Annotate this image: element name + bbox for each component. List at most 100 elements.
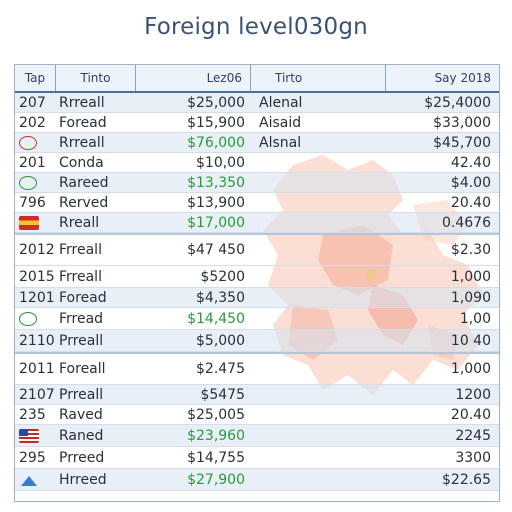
row-amount: $25,005 [187, 406, 245, 423]
row-year: 1201 [19, 289, 55, 306]
row-year: 2015 [19, 268, 55, 285]
row-amount: $13,900 [187, 194, 245, 211]
row-value: $45,700 [433, 134, 491, 151]
table-row[interactable]: 2012 Frreall $47 450 $2.30 [15, 233, 499, 266]
row-name: Prreed [59, 449, 105, 466]
row-name: Raved [59, 406, 103, 423]
row-value: 1200 [455, 386, 491, 403]
column-header-value[interactable]: Say 2018 [385, 65, 499, 91]
row-year: 2012 [19, 242, 55, 258]
column-header-region[interactable]: Tirto [250, 65, 385, 91]
row-name: Foread [59, 114, 107, 131]
row-amount: $17,000 [187, 214, 245, 231]
row-value: 1,000 [450, 361, 491, 377]
table-row[interactable]: Rrreall $76,000 Alsnal $45,700 [15, 133, 499, 153]
row-amount: $2.475 [196, 361, 245, 377]
column-header-amount[interactable]: Lez06 [135, 65, 250, 91]
column-header-name[interactable]: Tinto [55, 65, 135, 91]
row-flag [19, 308, 57, 329]
circle-green-icon [19, 311, 37, 326]
table-row[interactable]: Frread $14,450 1,00 [15, 308, 499, 330]
row-flag [19, 425, 57, 446]
row-value: 10 40 [450, 332, 491, 349]
row-flag [19, 469, 57, 490]
table-row[interactable]: Raned $23,960 2245 [15, 425, 499, 447]
table-row[interactable]: 2110 Prreall $5,000 10 40 [15, 330, 499, 352]
row-name: Rreall [59, 214, 100, 231]
table-row[interactable]: 201 Conda $10,00 42.40 [15, 153, 499, 173]
table-row[interactable]: Rareed $13,350 $4.00 [15, 173, 499, 193]
row-value: $4.00 [450, 174, 491, 191]
table-row[interactable]: 235 Raved $25,005 20.40 [15, 405, 499, 425]
flag-red-yellow-icon [19, 215, 39, 230]
data-table: Tap Tinto Lez06 Tirto Say 2018 207 Rrreal… [14, 64, 500, 502]
row-flag [19, 173, 57, 192]
page-title: Foreign level030gn [144, 14, 368, 40]
row-value: $2.30 [450, 242, 491, 258]
table-row[interactable]: 207 Rrreall $25,000 Alenal $25,4000 [15, 93, 499, 113]
row-name: Rrreall [59, 94, 105, 111]
row-amount: $27,900 [187, 471, 245, 488]
table-row[interactable]: Hrreed $27,900 $22.65 [15, 469, 499, 491]
row-year: 201 [19, 154, 46, 171]
row-amount: $13,350 [187, 174, 245, 191]
column-header-year[interactable]: Tap [24, 71, 46, 85]
row-amount: $25,000 [187, 94, 245, 111]
row-value: 1,090 [450, 289, 491, 306]
row-region: Alsnal [259, 134, 302, 151]
circle-red-icon [19, 135, 37, 150]
row-year: 2107 [19, 386, 55, 403]
row-year: 2011 [19, 361, 55, 377]
table-row[interactable]: 2015 Frreall $5200 1,000 [15, 266, 499, 288]
row-value: 2245 [455, 427, 491, 444]
row-amount: $5,000 [196, 332, 245, 349]
table-row[interactable]: 295 Prreed $14,755 3300 [15, 447, 499, 469]
table-row[interactable]: Rreall $17,000 0.4676 [15, 213, 499, 233]
row-name: Rrreall [59, 134, 105, 151]
row-name: Frreall [59, 242, 102, 258]
flag-us-icon [19, 428, 39, 443]
row-amount: $14,450 [187, 310, 245, 327]
row-name: Foread [59, 289, 107, 306]
row-year: 235 [19, 406, 46, 423]
row-value: 0.4676 [442, 214, 491, 231]
row-name: Prreall [59, 386, 104, 403]
row-amount: $15,900 [187, 114, 245, 131]
row-value: $25,4000 [424, 94, 491, 111]
row-year: 202 [19, 114, 46, 131]
circle-green-icon [19, 175, 37, 190]
row-amount: $5475 [200, 386, 245, 403]
row-value: 42.40 [450, 154, 491, 171]
row-name: Raned [59, 427, 104, 444]
row-year: 295 [19, 449, 46, 466]
table-row[interactable]: 2107 Prreall $5475 1200 [15, 385, 499, 405]
row-amount: $76,000 [187, 134, 245, 151]
row-value: 1,000 [450, 268, 491, 285]
row-name: Frreall [59, 268, 102, 285]
row-value: 1,00 [459, 310, 491, 327]
table-row[interactable]: 1201 Foread $4,350 1,090 [15, 288, 499, 308]
row-amount: $23,960 [187, 427, 245, 444]
row-flag [19, 213, 57, 232]
row-value: 3300 [455, 449, 491, 466]
row-value: $22.65 [442, 471, 491, 488]
row-region: Aisaid [259, 114, 302, 131]
table-row[interactable]: 796 Rerved $13,900 20.40 [15, 193, 499, 213]
row-year: 796 [19, 194, 46, 211]
row-year: 2110 [19, 332, 55, 349]
table-row[interactable]: 2011 Foreall $2.475 1,000 [15, 352, 499, 385]
row-amount: $5200 [200, 268, 245, 285]
row-name: Conda [59, 154, 104, 171]
row-amount: $47 450 [187, 242, 245, 258]
flag-mountain-icon [19, 472, 39, 487]
row-value: 20.40 [450, 406, 491, 423]
table-header: Tap Tinto Lez06 Tirto Say 2018 [15, 65, 499, 93]
row-year: 207 [19, 94, 46, 111]
row-name: Rareed [59, 174, 109, 191]
row-flag [19, 133, 57, 152]
table-row[interactable]: 202 Foread $15,900 Aisaid $33,000 [15, 113, 499, 133]
row-value: 20.40 [450, 194, 491, 211]
row-region: Alenal [259, 94, 303, 111]
row-name: Frread [59, 310, 104, 327]
row-amount: $14,755 [187, 449, 245, 466]
